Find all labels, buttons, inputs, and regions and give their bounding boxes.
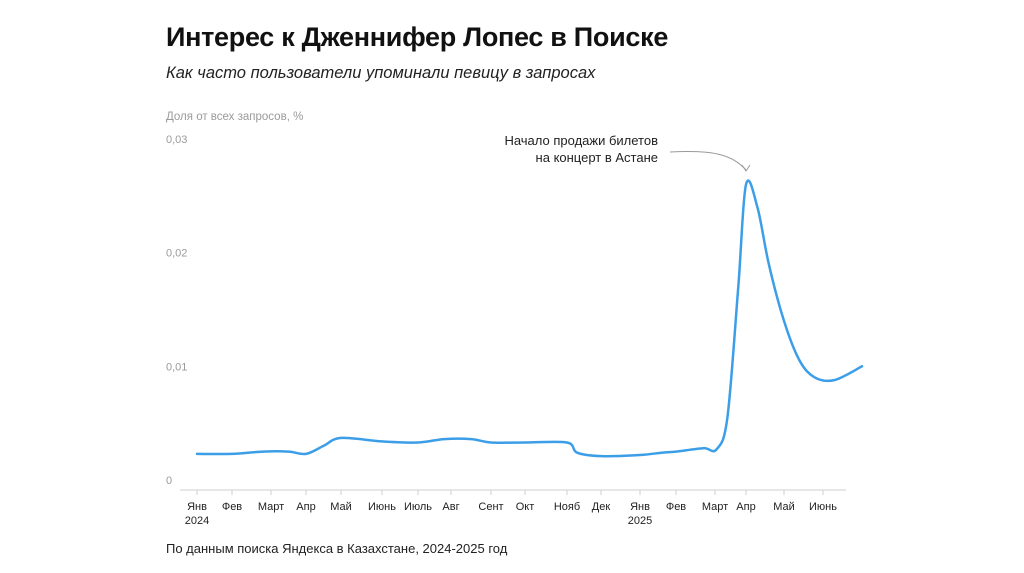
arrow-head-icon [741, 164, 751, 172]
x-tick-label: Фев [222, 501, 242, 513]
annotation-text: Начало продажи билетов [504, 133, 658, 148]
x-tick-label: Дек [592, 501, 611, 513]
x-tick-label: Сент [478, 501, 503, 513]
chart-subtitle: Как часто пользователи упоминали певицу … [166, 64, 596, 82]
y-tick-label: 0,03 [166, 134, 187, 146]
chart-title: Интерес к Дженнифер Лопес в Поиске [166, 22, 669, 52]
y-tick-label: 0,01 [166, 361, 187, 373]
x-tick-label: Янв [630, 501, 650, 513]
x-tick-label: Июнь [809, 501, 837, 513]
source-note: По данным поиска Яндекса в Казахстане, 2… [166, 541, 508, 556]
x-tick-label: Апр [296, 501, 315, 513]
y-ticks: 0 0,01 0,02 0,03 [166, 134, 187, 487]
x-tick-label: Март [258, 501, 284, 513]
x-tick-label: Янв [187, 501, 207, 513]
x-tick-label: Апр [736, 501, 755, 513]
annotation-arrow [669, 151, 747, 171]
series-line [195, 179, 864, 458]
x-tick-label: Июль [404, 501, 432, 513]
x-tick-label: Нояб [554, 501, 580, 513]
x-tick-label: Май [330, 501, 352, 513]
x-tick-label: Май [773, 501, 795, 513]
x-tick-year: 2024 [185, 515, 209, 527]
x-tick-label: Авг [442, 501, 459, 513]
x-tick-year: 2025 [628, 515, 652, 527]
x-tick-label: Фев [666, 501, 686, 513]
y-tick-label: 0,02 [166, 248, 187, 260]
y-tick-label: 0 [166, 475, 172, 487]
annotation-text: на концерт в Астане [536, 150, 658, 165]
x-tick-label: Март [702, 501, 728, 513]
x-tick-label: Июнь [368, 501, 396, 513]
x-tick-label: Окт [516, 501, 535, 513]
x-ticks: Янв 2024 Фев Март Апр Май Июнь Июль Авг Сент Окт Но… [185, 490, 837, 527]
annotation: Начало продажи билетов на концерт в Астан… [504, 133, 751, 172]
y-axis-label: Доля от всех запросов, % [166, 111, 304, 123]
